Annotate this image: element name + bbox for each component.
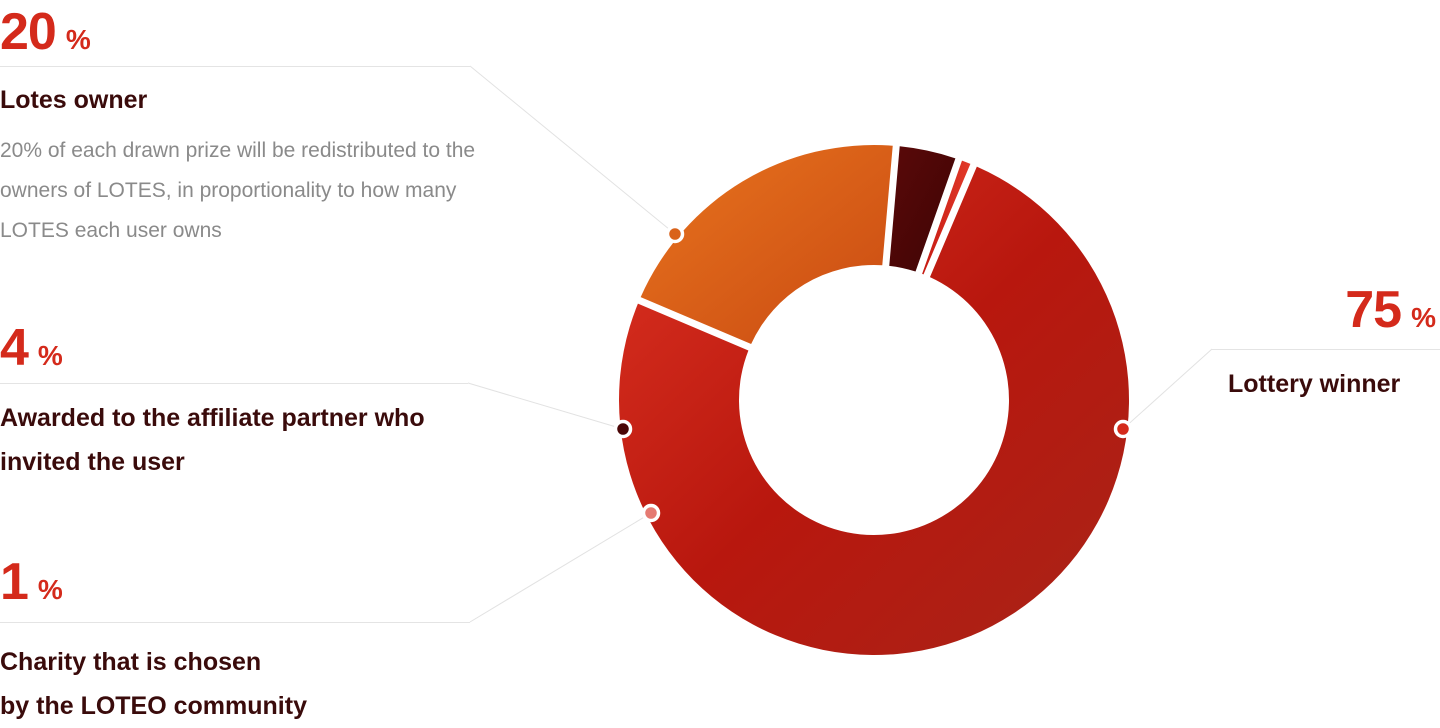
affiliate-percent-unit: % <box>37 340 63 371</box>
charity-percent: 1% <box>0 556 63 608</box>
affiliate-title-line1: Awarded to the affiliate partner who <box>0 404 425 432</box>
affiliate-title-line2: invited the user <box>0 448 185 476</box>
slice-lottery-winner <box>619 166 1129 656</box>
winner-percent-value: 75 <box>1345 281 1402 339</box>
winner-title: Lottery winner <box>1228 370 1401 398</box>
owner-description: 20% of each drawn prize will be redistri… <box>0 139 476 242</box>
charity-title-line1: Charity that is chosen <box>0 648 262 676</box>
owner-title: Lotes owner <box>0 86 148 114</box>
slice-lotes-owner <box>640 145 893 345</box>
owner-divider <box>0 66 470 67</box>
owner-percent: 20% <box>0 6 91 58</box>
slice-affiliate <box>889 146 956 272</box>
owner-callout-dot <box>665 224 685 244</box>
callout-dots <box>613 224 1133 523</box>
affiliate-leader-line <box>467 382 624 430</box>
owner-percent-unit: % <box>65 24 91 55</box>
charity-leader-line <box>469 512 652 623</box>
charity-callout-dot <box>641 503 661 523</box>
owner-percent-value: 20 <box>0 3 57 61</box>
slice-charity <box>922 160 971 275</box>
winner-callout-dot <box>1113 419 1133 439</box>
charity-divider <box>0 622 470 623</box>
chart-slices <box>619 145 1129 656</box>
winner-percent: 75% <box>1345 284 1436 336</box>
charity-percent-value: 1 <box>0 553 29 611</box>
winner-percent-unit: % <box>1411 302 1436 333</box>
affiliate-callout-dot <box>613 419 633 439</box>
affiliate-percent-value: 4 <box>0 319 29 377</box>
affiliate-divider <box>0 383 468 384</box>
owner-leader-line <box>469 65 676 235</box>
charity-percent-unit: % <box>37 574 63 605</box>
winner-divider <box>1212 349 1440 350</box>
callout-lines <box>467 65 1213 623</box>
affiliate-percent: 4% <box>0 322 63 374</box>
winner-leader-line <box>1122 348 1213 430</box>
charity-title-line2: by the LOTEO community <box>0 692 307 720</box>
